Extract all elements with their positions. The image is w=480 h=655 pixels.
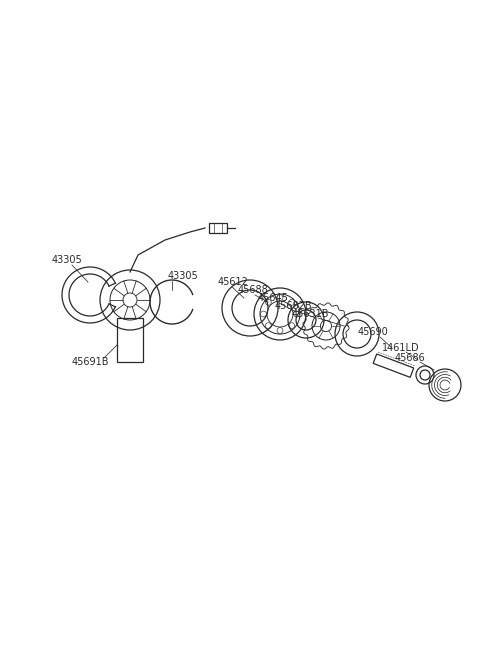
Text: 45682B: 45682B: [275, 301, 312, 311]
Text: 45645: 45645: [258, 293, 289, 303]
Text: 45688: 45688: [238, 285, 269, 295]
Text: 45691B: 45691B: [72, 357, 109, 367]
Text: 43305: 43305: [168, 271, 199, 281]
Text: 45612: 45612: [218, 277, 249, 287]
Text: 1461LD: 1461LD: [382, 343, 420, 353]
Text: 45690: 45690: [358, 327, 389, 337]
Bar: [373, 354, 414, 377]
Bar: [209, 223, 227, 233]
Text: 45686: 45686: [395, 353, 426, 363]
Text: 43305: 43305: [52, 255, 83, 265]
Text: 45631B: 45631B: [292, 309, 329, 319]
Bar: [117, 318, 143, 362]
